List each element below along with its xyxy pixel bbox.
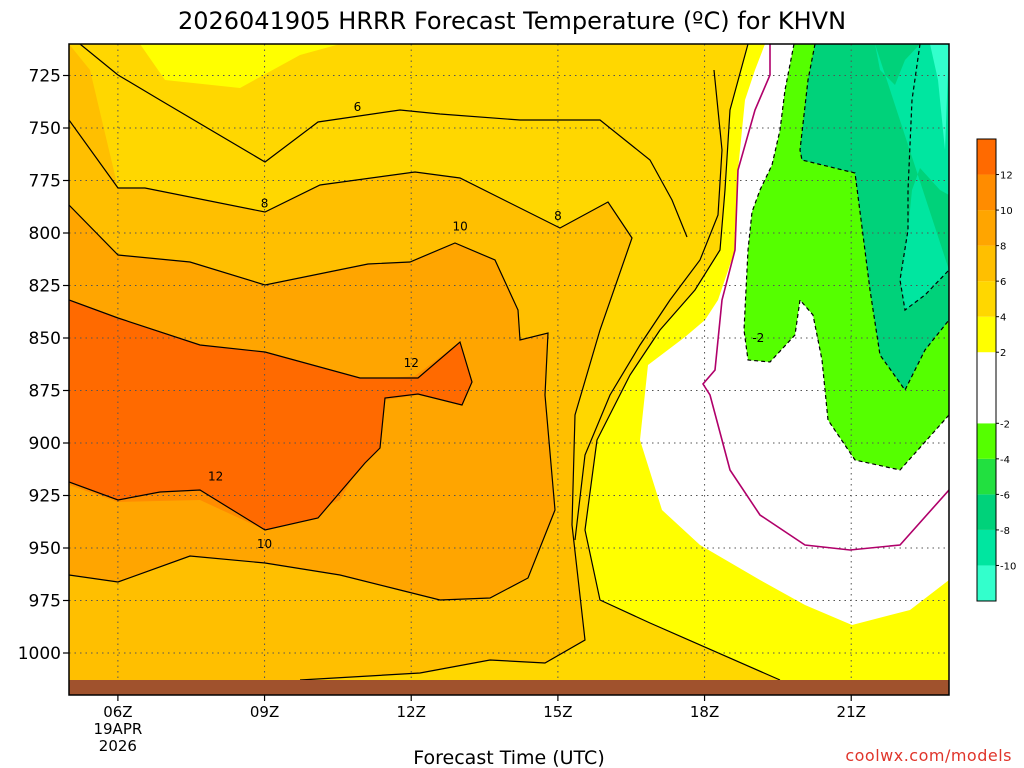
x-tick-label: 21Z <box>837 703 866 721</box>
gridlines <box>69 44 949 695</box>
watermark: coolwx.com/models <box>845 746 1012 765</box>
colorbar-swatch <box>977 281 996 317</box>
colorbar-tick-label: -6 <box>1000 490 1010 501</box>
x-date-label: 2026 <box>99 737 137 755</box>
colorbar-swatch <box>977 565 996 601</box>
contour-labels: 6 8 8 10 12 12 10 -2 <box>208 100 764 551</box>
x-tick-label: 09Z <box>250 703 279 721</box>
y-tick-label: 775 <box>29 172 61 192</box>
contour-line <box>702 44 949 551</box>
y-tick-label: 725 <box>29 67 61 87</box>
colorbar-tick-label: 2 <box>1000 348 1006 359</box>
contour-label: 10 <box>257 537 272 551</box>
contour-label: 12 <box>208 470 223 484</box>
colorbar-swatch <box>977 210 996 246</box>
contour-line <box>899 44 949 312</box>
colorbar-swatch <box>977 529 996 566</box>
contour-label: 8 <box>261 197 269 211</box>
contour-line <box>69 119 633 681</box>
band-minus8-minus6 <box>875 44 949 310</box>
x-tick-label: 18Z <box>690 703 719 721</box>
x-axis-title: Forecast Time (UTC) <box>413 747 604 768</box>
colorbar-tick-label: 8 <box>1000 242 1006 253</box>
chart-title: 2026041905 HRRR Forecast Temperature (ºC… <box>178 7 846 35</box>
colorbar-swatch <box>977 352 996 424</box>
colorbar-swatch <box>977 139 996 175</box>
band-2-4-strip <box>69 44 340 88</box>
contour-line <box>584 44 781 681</box>
colorbar-tick-label: 4 <box>1000 313 1006 324</box>
colorbar-tick-label: 6 <box>1000 277 1006 288</box>
y-axis: 725 750 775 800 825 850 875 900 925 950 975 1000 <box>18 67 69 664</box>
contour-line <box>69 299 473 531</box>
y-tick-label: 900 <box>29 434 61 454</box>
y-tick-label: 925 <box>29 487 61 507</box>
contour-label: 6 <box>354 100 362 114</box>
surface-band <box>69 680 949 695</box>
y-tick-label: 950 <box>29 539 61 559</box>
colorbar-swatch <box>977 316 996 353</box>
y-tick-label: 800 <box>29 224 61 244</box>
x-tick-label: 06Z <box>103 703 132 721</box>
y-tick-label: 875 <box>29 382 61 402</box>
plot-area: 6 8 8 10 12 12 10 -2 <box>69 44 949 695</box>
contour-label: 10 <box>452 220 467 234</box>
contour-label: 8 <box>554 209 562 223</box>
contour-line <box>574 69 723 541</box>
y-tick-label: 850 <box>29 329 61 349</box>
colorbar-swatch <box>977 458 996 495</box>
contour-line <box>79 44 688 238</box>
colorbar-swatch <box>977 174 996 211</box>
x-tick-label: 12Z <box>397 703 426 721</box>
contour-line <box>799 44 949 392</box>
plot-frame <box>68 43 950 696</box>
colorbar-swatch <box>977 494 996 530</box>
colorbar-tick-label: 12 <box>1000 171 1013 182</box>
colorbar: 12 10 8 6 4 2 -2 -4 -6 -8 -10 <box>976 138 1016 602</box>
band-minus10-minus8 <box>930 44 949 150</box>
y-tick-label: 825 <box>29 277 61 297</box>
colorbar-frame <box>976 138 997 602</box>
colorbar-tick-label: 10 <box>1000 206 1013 217</box>
colorbar-tick-label: -10 <box>1000 561 1016 572</box>
band-12-14 <box>69 300 472 530</box>
y-tick-label: 975 <box>29 592 61 612</box>
colorbar-swatch <box>977 245 996 282</box>
y-tick-label: 750 <box>29 119 61 139</box>
colorbar-tick-label: -2 <box>1000 419 1010 430</box>
contour-label: 12 <box>404 356 419 370</box>
contour-line <box>69 204 556 601</box>
x-date-label: 19APR <box>93 720 142 738</box>
colorbar-tick-label: -4 <box>1000 455 1010 466</box>
colorbar-tick-label: -8 <box>1000 526 1010 537</box>
contour-lines <box>69 44 949 681</box>
colorbar-swatch <box>977 423 996 459</box>
y-tick-label: 1000 <box>18 644 61 664</box>
contour-label: -2 <box>752 331 764 345</box>
x-tick-label: 15Z <box>543 703 572 721</box>
